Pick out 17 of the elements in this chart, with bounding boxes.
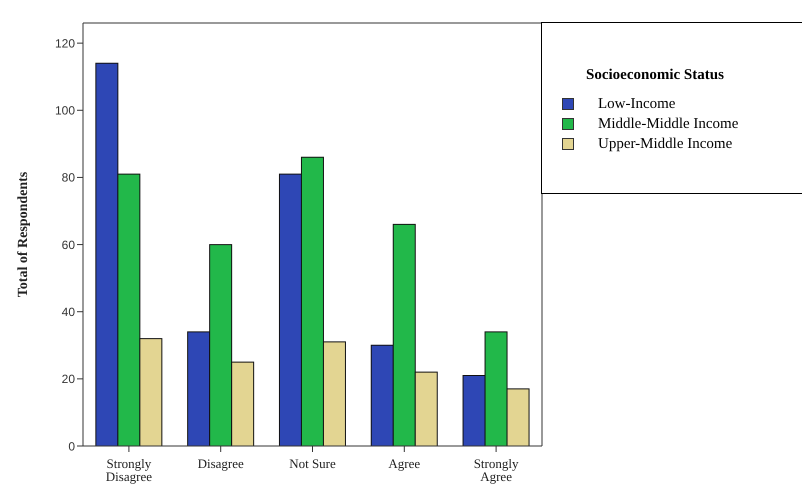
y-axis-title: Total of Respondents bbox=[16, 171, 31, 298]
y-tick-label: 0 bbox=[68, 439, 76, 454]
y-tick-label: 100 bbox=[54, 104, 76, 118]
legend-label: Middle-Middle Income bbox=[598, 116, 738, 132]
y-tick-label: 120 bbox=[54, 36, 76, 50]
y-tick-label: 20 bbox=[62, 372, 76, 386]
legend-label: Upper-Middle Income bbox=[598, 136, 732, 152]
x-tick-label: Not Sure bbox=[289, 456, 336, 471]
x-tick-label: Strongly Disagree bbox=[106, 456, 152, 484]
y-tick-label: 80 bbox=[62, 170, 76, 185]
y-tick-label: 40 bbox=[62, 304, 76, 319]
legend-title: Socioeconomic Status bbox=[586, 67, 725, 84]
legend-label: Low-Income bbox=[598, 96, 676, 112]
x-tick-label: Agree bbox=[388, 456, 420, 471]
y-tick-label: 60 bbox=[62, 238, 76, 252]
x-tick-label: Disagree bbox=[198, 456, 244, 471]
x-tick-label: Strongly Agree bbox=[474, 456, 519, 484]
